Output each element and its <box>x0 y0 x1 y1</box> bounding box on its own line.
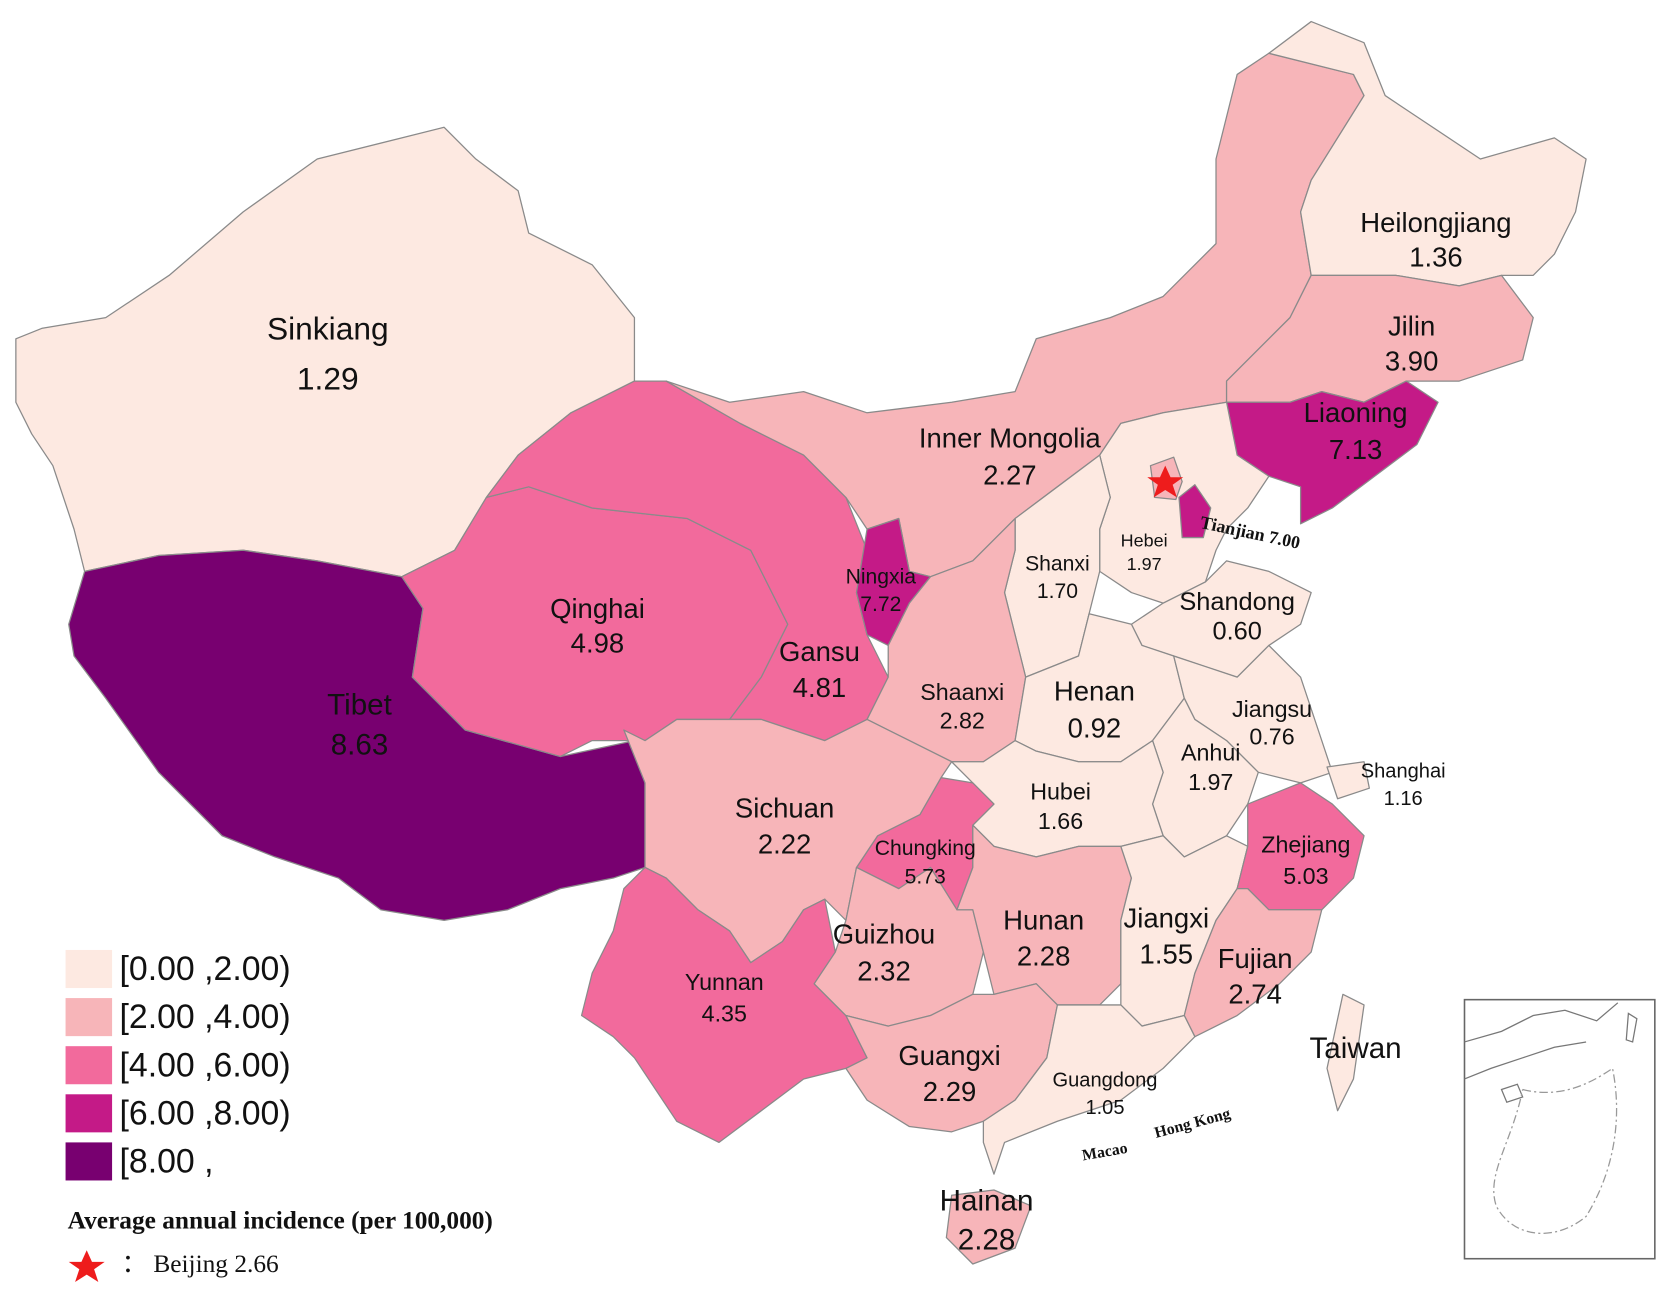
legend-label: [8.00 , <box>119 1142 213 1180</box>
province-name: Ningxia <box>846 565 917 588</box>
province <box>1326 761 1370 800</box>
province-value: 1.70 <box>1037 580 1078 603</box>
beijing-star <box>1147 465 1184 498</box>
beijing-note: ： Beijing 2.66 <box>122 1250 279 1278</box>
province-name: Heilongjiang <box>1360 207 1511 238</box>
province-name: Guangdong <box>1053 1069 1158 1091</box>
legend: [0.00 ,2.00) [2.00 ,4.00) [4.00 ,6.00) [6.0… <box>65 949 291 1181</box>
legend-swatch <box>65 998 113 1037</box>
province-value: 8.63 <box>331 729 389 762</box>
province-value: 0.92 <box>1068 712 1122 743</box>
province-name: Yunnan <box>685 969 764 995</box>
legend-swatch <box>65 1142 113 1181</box>
province-name: Guangxi <box>898 1040 1000 1071</box>
province-name: Hainan <box>940 1184 1034 1217</box>
taiwan-region <box>1326 993 1365 1112</box>
province-name: Zhejiang <box>1261 831 1350 857</box>
province-value: 1.97 <box>1188 769 1233 795</box>
province-value: 1.55 <box>1140 939 1194 970</box>
province-name: Hunan <box>1003 905 1084 936</box>
province-name: Fujian <box>1218 943 1293 974</box>
province-value: 1.16 <box>1384 788 1423 810</box>
province-name: Shandong <box>1179 588 1295 616</box>
province-name: Shaanxi <box>920 679 1004 705</box>
province <box>1178 484 1212 539</box>
province-name: Guizhou <box>833 918 935 949</box>
legend-label: [0.00 ,2.00) <box>119 950 290 988</box>
province-name: Henan <box>1054 675 1135 706</box>
hong-kong-label: Hong Kong <box>1153 1105 1233 1142</box>
province-name: Tibet <box>327 689 392 722</box>
province-value: 0.76 <box>1249 724 1294 750</box>
province-value: 2.32 <box>857 955 911 986</box>
province-name: Sinkiang <box>267 311 389 347</box>
province-value: 1.97 <box>1127 554 1162 574</box>
province <box>945 1189 1032 1265</box>
legend-label: [2.00 ,4.00) <box>119 998 290 1036</box>
legend-label: [6.00 ,8.00) <box>119 1094 290 1132</box>
legend-swatch <box>65 949 113 989</box>
province-name: Liaoning <box>1304 397 1408 428</box>
province-name: Qinghai <box>550 593 645 624</box>
province-name: Shanghai <box>1361 761 1446 783</box>
province-value: 7.13 <box>1329 434 1383 465</box>
province-name: Hebei <box>1121 531 1168 551</box>
province-name: Jiangxi <box>1124 903 1210 934</box>
legend-label: [4.00 ,6.00) <box>119 1046 290 1084</box>
province-name: Jiangsu <box>1232 696 1312 722</box>
province-value: 2.74 <box>1228 979 1282 1010</box>
province-value: 2.22 <box>758 829 812 860</box>
province-value: 2.28 <box>1017 941 1071 972</box>
province-value: 2.27 <box>983 460 1037 491</box>
province-value: 1.66 <box>1038 808 1083 834</box>
province-name: Sichuan <box>735 793 834 824</box>
province <box>982 1004 1196 1175</box>
province-value: 0.60 <box>1212 617 1261 645</box>
province-value: 4.81 <box>793 672 847 703</box>
province <box>1183 887 1323 1038</box>
legend-swatch <box>65 1046 113 1085</box>
province-value: 4.35 <box>702 1001 747 1027</box>
taiwan-label: Taiwan <box>1310 1032 1402 1065</box>
legend-title: Average annual incidence (per 100,000) <box>68 1207 493 1235</box>
province-name: Chungking <box>875 837 976 860</box>
province-value: 4.98 <box>571 628 625 659</box>
province-value: 5.03 <box>1283 863 1328 889</box>
province <box>813 866 985 1027</box>
province-value: 1.05 <box>1085 1097 1124 1119</box>
province <box>1268 20 1587 287</box>
province-name: Hubei <box>1030 779 1091 805</box>
province-value: 5.73 <box>905 866 946 889</box>
beijing-value: 2.66 <box>234 1250 278 1278</box>
inset-map <box>1463 998 1656 1260</box>
province-value: 3.90 <box>1385 345 1439 376</box>
province <box>845 983 1059 1133</box>
province-value: 7.72 <box>860 593 901 616</box>
province-name: Inner Mongolia <box>919 423 1102 454</box>
province-value: 1.36 <box>1409 242 1463 273</box>
province-value: 2.29 <box>923 1076 977 1107</box>
province-value: 1.29 <box>297 360 359 396</box>
province-value: 7.00 <box>1267 527 1302 553</box>
province-name: Anhui <box>1181 739 1240 765</box>
province-name: Jilin <box>1388 310 1435 341</box>
legend-swatch <box>65 1094 113 1133</box>
beijing-star-key <box>68 1250 105 1282</box>
province-value: 2.82 <box>940 708 985 734</box>
macao-label: Macao <box>1081 1140 1129 1165</box>
beijing-name: Beijing <box>153 1250 228 1278</box>
province-value: 2.28 <box>958 1224 1016 1257</box>
regions <box>15 20 1587 1265</box>
province-name: Shanxi <box>1025 553 1090 576</box>
province-name: Gansu <box>779 636 860 667</box>
province <box>1225 380 1439 525</box>
